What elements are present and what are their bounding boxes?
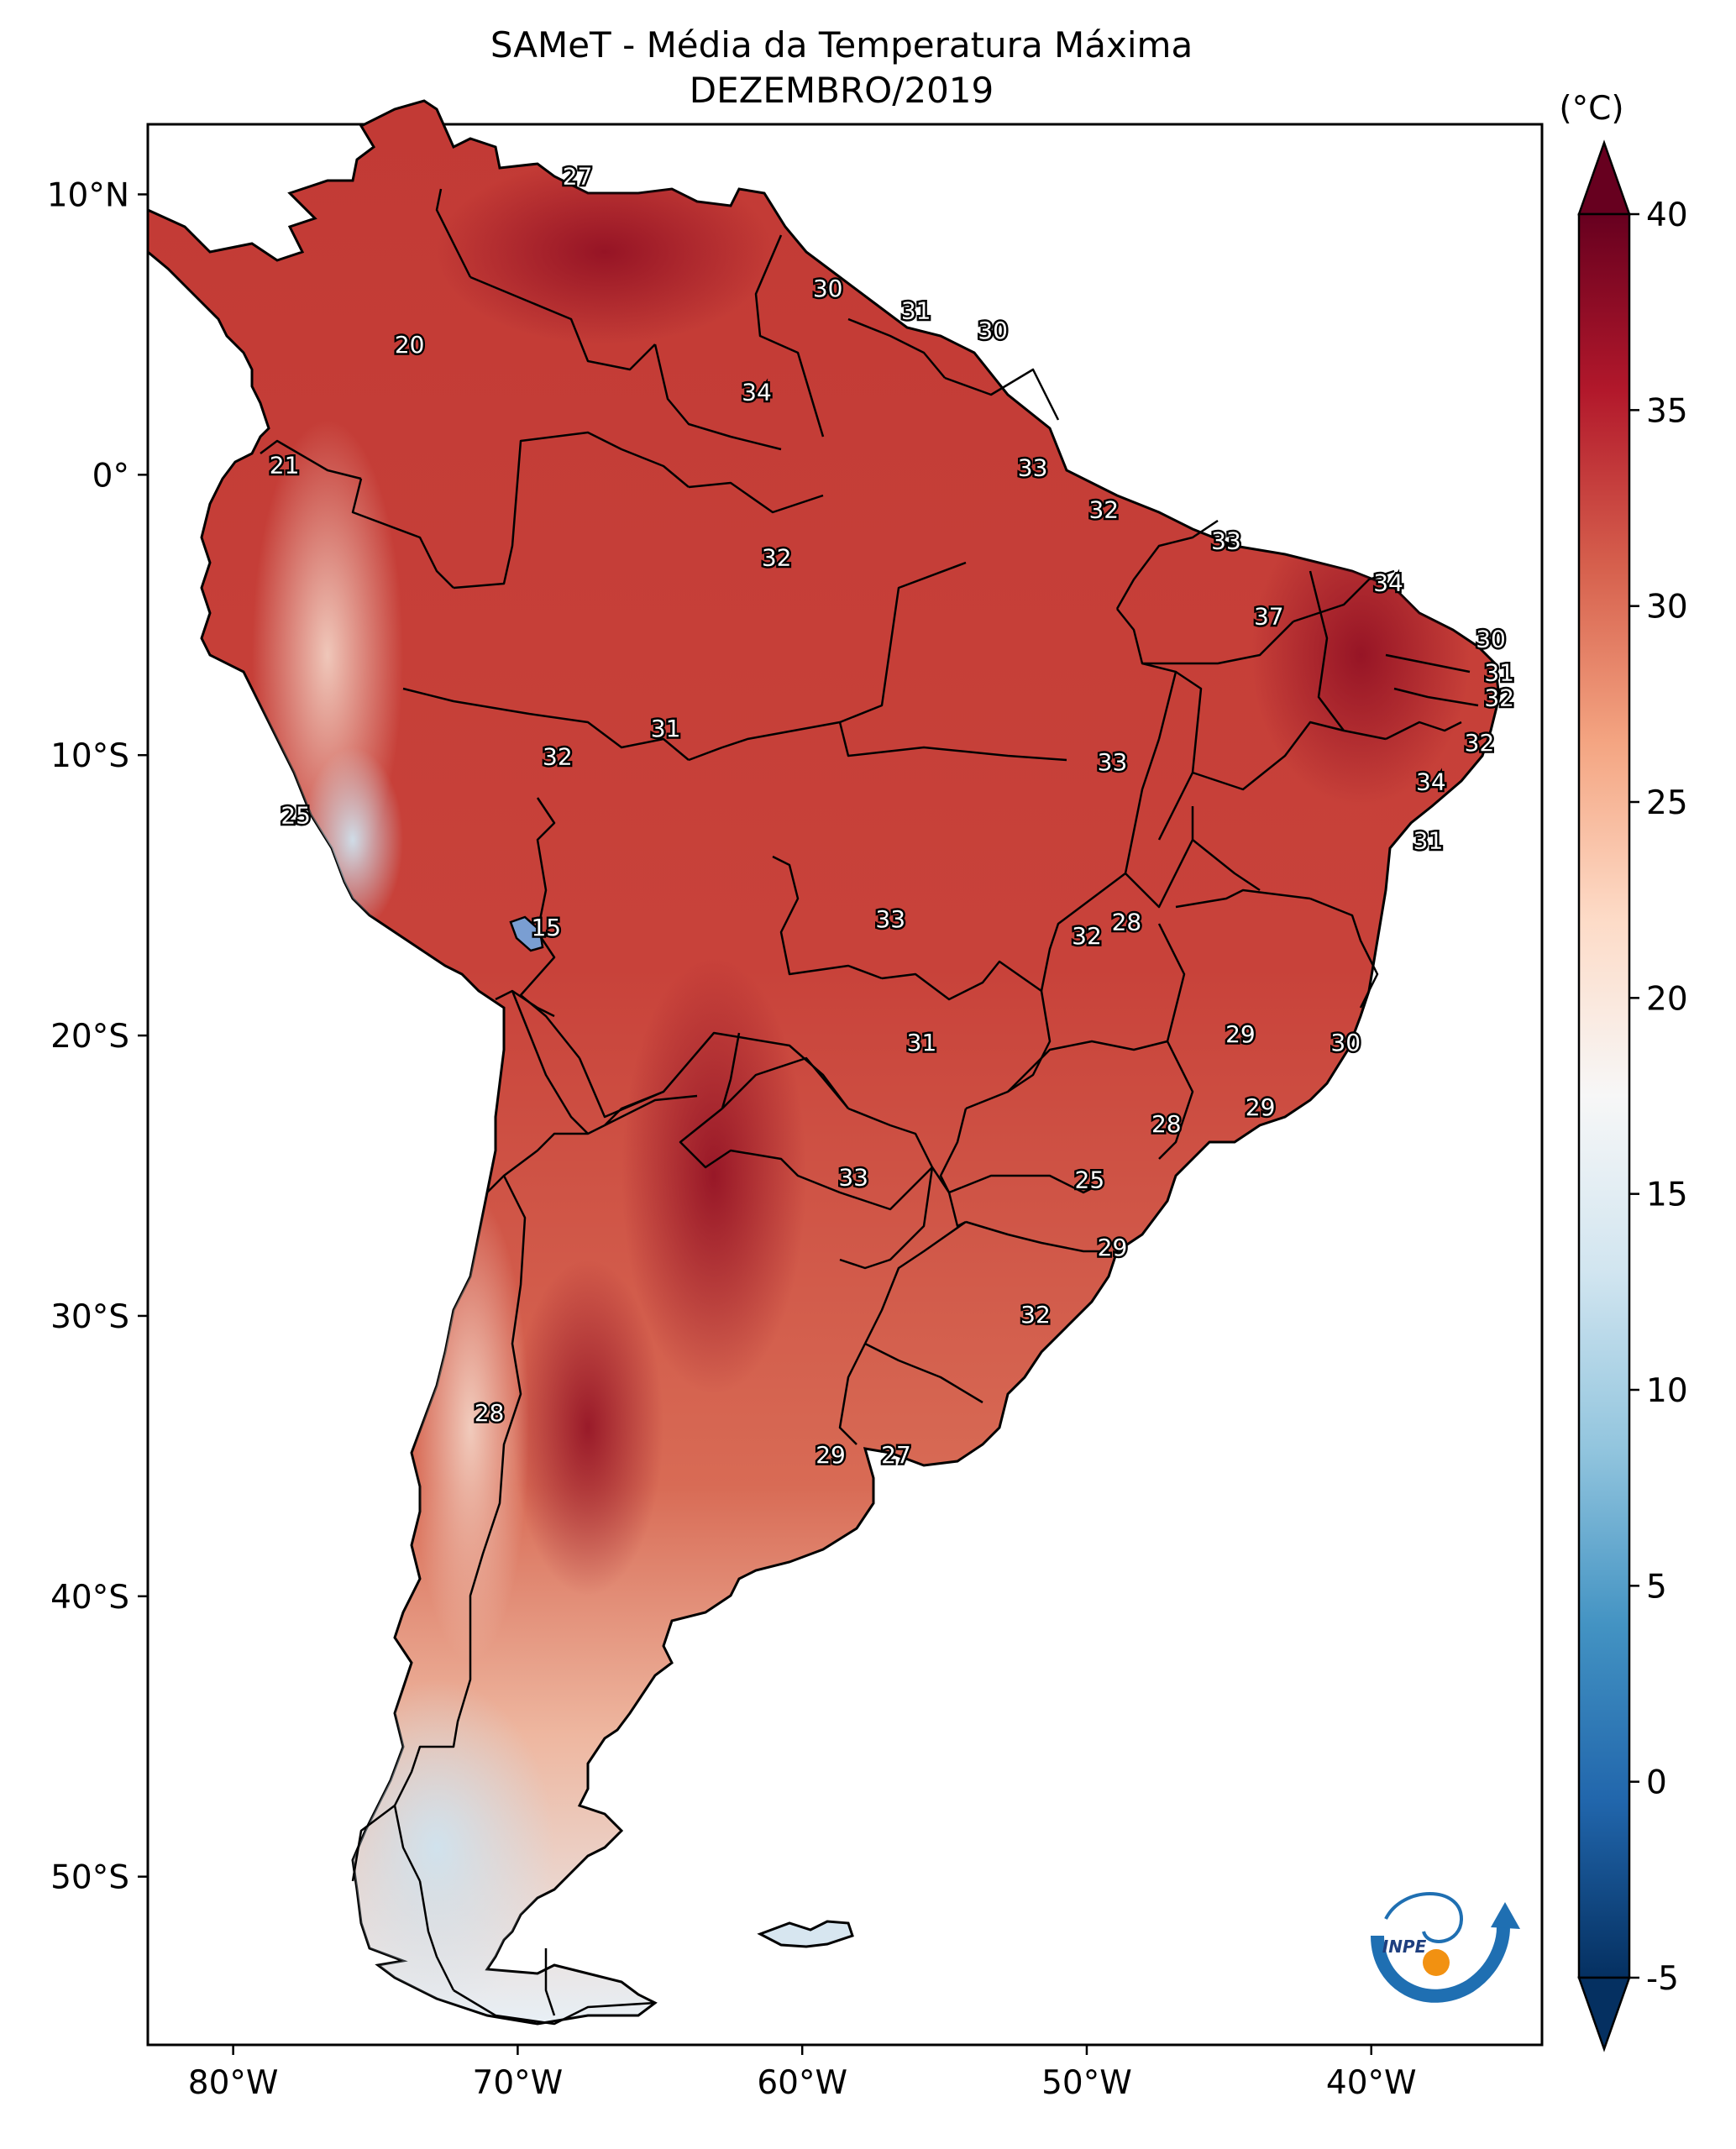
lat-tick-label: 0°	[92, 457, 129, 495]
map-axes: 80°W 70°W 60°W 50°W 40°W 10°N 0° 10°S 20°S 30°S 40…	[47, 176, 1417, 2102]
lat-tick-label: 50°S	[50, 1859, 129, 1897]
temperature-label: 32	[1465, 729, 1495, 757]
lat-tick-label: 20°S	[50, 1018, 129, 1056]
temperature-label: 30	[1330, 1029, 1361, 1056]
temperature-label: 29	[1098, 1234, 1128, 1261]
colorbar: (°C) 40 35 30 25 20 15 10 5 0 -5	[1559, 90, 1688, 2052]
colorbar-tick-label: 20	[1646, 980, 1688, 1018]
temperature-label: 27	[881, 1441, 911, 1469]
colorbar-tick-label: 0	[1646, 1764, 1667, 1802]
colorbar-top-extension	[1577, 139, 1631, 216]
temperature-label: 32	[1484, 684, 1514, 711]
temperature-label: 31	[907, 1029, 937, 1056]
lon-tick-label: 70°W	[473, 2064, 564, 2102]
temperature-label: 34	[1416, 768, 1446, 796]
temperature-label: 34	[742, 379, 772, 406]
temperature-label: 33	[875, 905, 905, 933]
temperature-label: 28	[475, 1399, 505, 1427]
temperature-label: 30	[978, 317, 1008, 344]
colorbar-tick-label: 25	[1646, 784, 1688, 822]
temperature-label: 28	[1112, 909, 1142, 936]
lat-tick-label: 10°S	[50, 737, 129, 775]
colorbar-unit-label: (°C)	[1559, 90, 1623, 128]
temperature-label: 33	[1211, 527, 1241, 554]
temperature-label: 25	[281, 802, 311, 830]
temperature-label: 33	[838, 1163, 868, 1191]
temperature-label: 21	[270, 451, 300, 479]
inpe-logo: INPE	[1371, 1892, 1520, 2003]
temperature-label: 15	[531, 914, 561, 941]
colorbar-ticks: 40 35 30 25 20 15 10 5 0 -5	[1629, 197, 1688, 1998]
temperature-label: 31	[1413, 827, 1444, 855]
inpe-logo-dot	[1423, 1949, 1450, 1976]
temperature-label: 31	[901, 297, 931, 325]
temperature-label: 29	[816, 1441, 846, 1469]
colorbar-tick-label: 30	[1646, 589, 1688, 626]
inpe-logo-arrow	[1491, 1902, 1520, 1929]
temperature-label: 37	[1254, 603, 1284, 631]
temperature-label: 31	[651, 715, 681, 742]
colorbar-tick-label: 40	[1646, 197, 1688, 234]
lake-titicaca	[509, 915, 544, 952]
temperature-label: 33	[1098, 748, 1128, 776]
temperature-label: 32	[1088, 496, 1119, 524]
temperature-label: 29	[1246, 1093, 1276, 1121]
country-state-borders	[260, 188, 1479, 2026]
falkland-islands	[757, 1920, 854, 1948]
temperature-label: 20	[395, 331, 425, 359]
colorbar-tick-label: 5	[1646, 1568, 1667, 1606]
lon-tick-label: 60°W	[757, 2064, 847, 2102]
lon-tick-label: 40°W	[1326, 2064, 1417, 2102]
temperature-label: 30	[813, 275, 843, 302]
temperature-label: 30	[1476, 625, 1506, 653]
colorbar-tick-label: -5	[1646, 1960, 1679, 1998]
temperature-label: 31	[1484, 658, 1514, 686]
temperature-label: 27	[563, 162, 593, 190]
inpe-logo-arc	[1371, 1926, 1510, 2003]
chart-title: SAMeT - Média da Temperatura Máxima	[490, 24, 1193, 66]
lon-tick-label: 80°W	[188, 2064, 279, 2102]
temperature-label: 34	[1373, 569, 1403, 597]
temperature-label: 32	[543, 743, 573, 771]
temperature-label: 32	[1020, 1301, 1051, 1329]
inpe-logo-text: INPE	[1382, 1937, 1427, 1957]
colorbar-bottom-extension	[1577, 1976, 1631, 2052]
lon-tick-label: 50°W	[1041, 2064, 1132, 2102]
inpe-logo-swirl	[1384, 1892, 1464, 1943]
chart-subtitle: DEZEMBRO/2019	[690, 70, 994, 111]
temperature-label: 25	[1075, 1166, 1105, 1194]
colorbar-tick-label: 35	[1646, 392, 1688, 430]
colorbar-tick-label: 15	[1646, 1177, 1688, 1214]
temperature-label: 29	[1225, 1020, 1256, 1048]
temperature-label: 28	[1151, 1110, 1182, 1138]
colorbar-bar	[1577, 212, 1631, 1979]
temperature-label: 33	[1018, 454, 1048, 482]
lat-tick-label: 30°S	[50, 1298, 129, 1336]
temperature-label: 32	[762, 543, 792, 571]
colorbar-tick-label: 10	[1646, 1372, 1688, 1410]
temperature-label: 32	[1072, 922, 1102, 950]
lat-tick-label: 10°N	[47, 176, 129, 214]
lat-tick-label: 40°S	[50, 1579, 129, 1617]
temperature-field-overlay	[252, 160, 1470, 2015]
